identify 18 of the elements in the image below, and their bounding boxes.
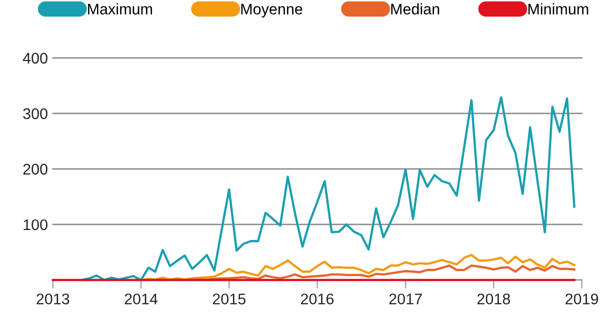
- x-tick-label: 2019: [566, 294, 598, 304]
- legend-label: Minimum: [528, 3, 588, 14]
- legend-label: Moyenne: [241, 4, 302, 18]
- y-tick-label: 100: [24, 219, 48, 230]
- line-series: [140, 254, 576, 282]
- line-series: [154, 264, 576, 282]
- x-tick-label: 2016: [300, 294, 334, 304]
- x-tick-label: 2015: [212, 294, 246, 304]
- y-tick-label: 200: [23, 164, 48, 175]
- x-tick-label: 2014: [124, 294, 158, 304]
- y-tick-label: 300: [23, 108, 48, 120]
- legend-label: Median: [391, 3, 440, 14]
- x-tick-label: 2013: [36, 294, 70, 304]
- line-series: [80, 96, 576, 282]
- x-tick-label: 2017: [389, 294, 422, 304]
- y-tick-label: 400: [22, 52, 48, 64]
- legend-label: Maximum: [88, 3, 152, 14]
- x-tick-label: 2018: [477, 294, 510, 304]
